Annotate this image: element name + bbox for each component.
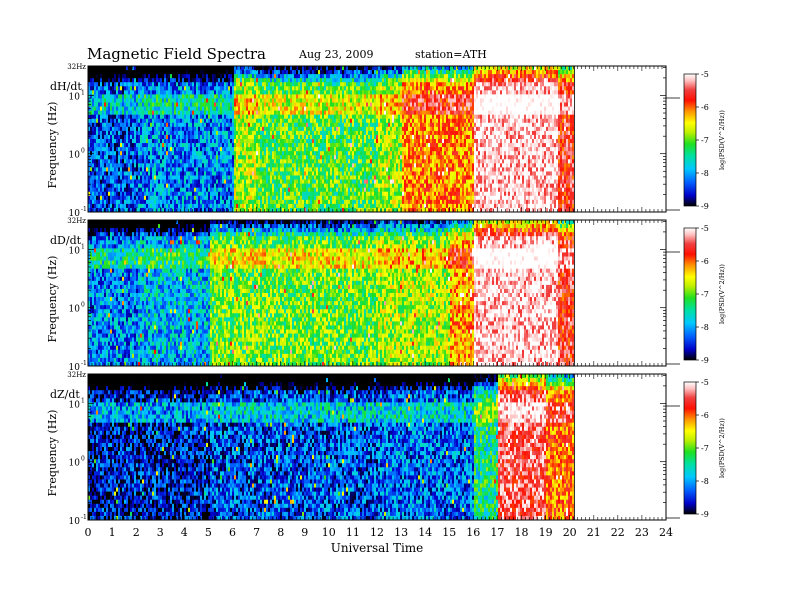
colorbar-3: -5 -6 -7 -8 -9 log(PSD(V^2/Hz)) <box>683 378 726 519</box>
y-tick-label-3-2: 10 <box>69 517 81 527</box>
y-tick-label-1-0: 10 <box>69 92 81 102</box>
x-tick-label-22: 22 <box>611 526 625 539</box>
x-tick-label-8: 8 <box>277 526 284 539</box>
y-axis-label-3: Frequency (Hz) <box>46 410 59 497</box>
colorbar-tick-2-0: -5 <box>701 224 709 233</box>
x-tick-label-6: 6 <box>229 526 236 539</box>
y-tick-label-3-0: 10 <box>69 400 81 410</box>
x-tick-label-13: 13 <box>394 526 408 539</box>
y-tick-top-2: 32Hz <box>67 217 86 225</box>
colorbar-tick-2-2: -7 <box>701 290 709 299</box>
spectrogram-raster-3 <box>88 374 574 521</box>
colorbar-tick-2-3: -8 <box>701 323 709 332</box>
colorbar-label-2: log(PSD(V^2/Hz)) <box>718 264 726 324</box>
y-tick-label-1-1: 10 <box>69 151 81 161</box>
y-tick-label-1-2: 10 <box>69 209 81 219</box>
x-tick-labels: 0 1 2 3 4 5 6 7 8 9 10 11 12 13 14 15 16 17 18 19 20 21 22 23 24 <box>85 526 674 539</box>
colorbar-tick-1-1: -6 <box>701 103 709 112</box>
x-tick-label-12: 12 <box>370 526 384 539</box>
x-tick-label-17: 17 <box>490 526 504 539</box>
panel-name-2: dD/dt <box>50 234 82 247</box>
colorbar-tick-3-4: -9 <box>701 510 709 519</box>
x-tick-label-2: 2 <box>133 526 140 539</box>
colorbar-tick-3-3: -8 <box>701 477 709 486</box>
x-tick-label-16: 16 <box>466 526 480 539</box>
colorbar-tick-2-4: -9 <box>701 356 709 365</box>
x-tick-label-3: 3 <box>157 526 164 539</box>
spectrogram-raster-1 <box>88 66 574 213</box>
x-tick-label-9: 9 <box>301 526 308 539</box>
y-tick-label-3-1: 10 <box>69 459 81 469</box>
x-tick-label-18: 18 <box>515 526 529 539</box>
y-tick-exp-3-2: -1 <box>81 514 87 521</box>
x-tick-label-5: 5 <box>205 526 212 539</box>
x-tick-label-20: 20 <box>563 526 577 539</box>
x-tick-label-21: 21 <box>587 526 601 539</box>
y-tick-label-2-2: 10 <box>69 363 81 373</box>
panel-name-1: dH/dt <box>50 80 82 93</box>
colorbar-tick-1-3: -8 <box>701 169 709 178</box>
x-tick-label-0: 0 <box>85 526 92 539</box>
y-tick-exp-3-0: 1 <box>81 397 85 404</box>
colorbar-label-3: log(PSD(V^2/Hz)) <box>718 418 726 478</box>
y-tick-top-3: 32Hz <box>67 371 86 379</box>
x-tick-label-15: 15 <box>442 526 456 539</box>
y-axis-label-1: Frequency (Hz) <box>46 102 59 189</box>
x-tick-label-23: 23 <box>635 526 649 539</box>
y-tick-exp-1-0: 1 <box>81 89 85 96</box>
x-tick-label-11: 11 <box>346 526 360 539</box>
colorbar-tick-3-1: -6 <box>701 411 709 420</box>
x-tick-label-19: 19 <box>539 526 553 539</box>
colorbar-tick-3-2: -7 <box>701 444 709 453</box>
y-axis-label-2: Frequency (Hz) <box>46 256 59 343</box>
date-label: Aug 23, 2009 <box>298 48 374 61</box>
y-tick-top-1: 32Hz <box>67 63 86 71</box>
colorbar-tick-1-2: -7 <box>701 136 709 145</box>
x-tick-label-24: 24 <box>659 526 673 539</box>
colorbar-1: -5 -6 -7 -8 -9 log(PSD(V^2/Hz)) <box>683 70 726 211</box>
station-label: station=ATH <box>415 48 487 61</box>
x-tick-label-10: 10 <box>322 526 336 539</box>
y-tick-label-2-1: 10 <box>69 305 81 315</box>
y-tick-exp-2-2: -1 <box>81 360 87 367</box>
panel-name-3: dZ/dt <box>50 388 80 401</box>
y-tick-exp-1-2: -1 <box>81 206 87 213</box>
colorbar-label-1: log(PSD(V^2/Hz)) <box>718 110 726 170</box>
spectrogram-raster-2 <box>88 220 574 367</box>
y-tick-exp-3-1: 0 <box>81 456 85 463</box>
y-tick-label-2-0: 10 <box>69 246 81 256</box>
colorbar-2: -5 -6 -7 -8 -9 log(PSD(V^2/Hz)) <box>683 224 726 365</box>
x-tick-label-1: 1 <box>109 526 116 539</box>
figure-title: Magnetic Field Spectra <box>87 45 266 63</box>
colorbar-tick-1-0: -5 <box>701 70 709 79</box>
x-tick-label-4: 4 <box>181 526 188 539</box>
y-tick-exp-2-1: 0 <box>81 302 85 309</box>
y-tick-exp-1-1: 0 <box>81 148 85 155</box>
colorbar-tick-2-1: -6 <box>701 257 709 266</box>
x-axis-label: Universal Time <box>331 541 424 555</box>
colorbar-tick-3-0: -5 <box>701 378 709 387</box>
colorbar-tick-1-4: -9 <box>701 202 709 211</box>
x-tick-label-7: 7 <box>253 526 260 539</box>
y-tick-exp-2-0: 1 <box>81 243 85 250</box>
x-tick-label-14: 14 <box>418 526 432 539</box>
